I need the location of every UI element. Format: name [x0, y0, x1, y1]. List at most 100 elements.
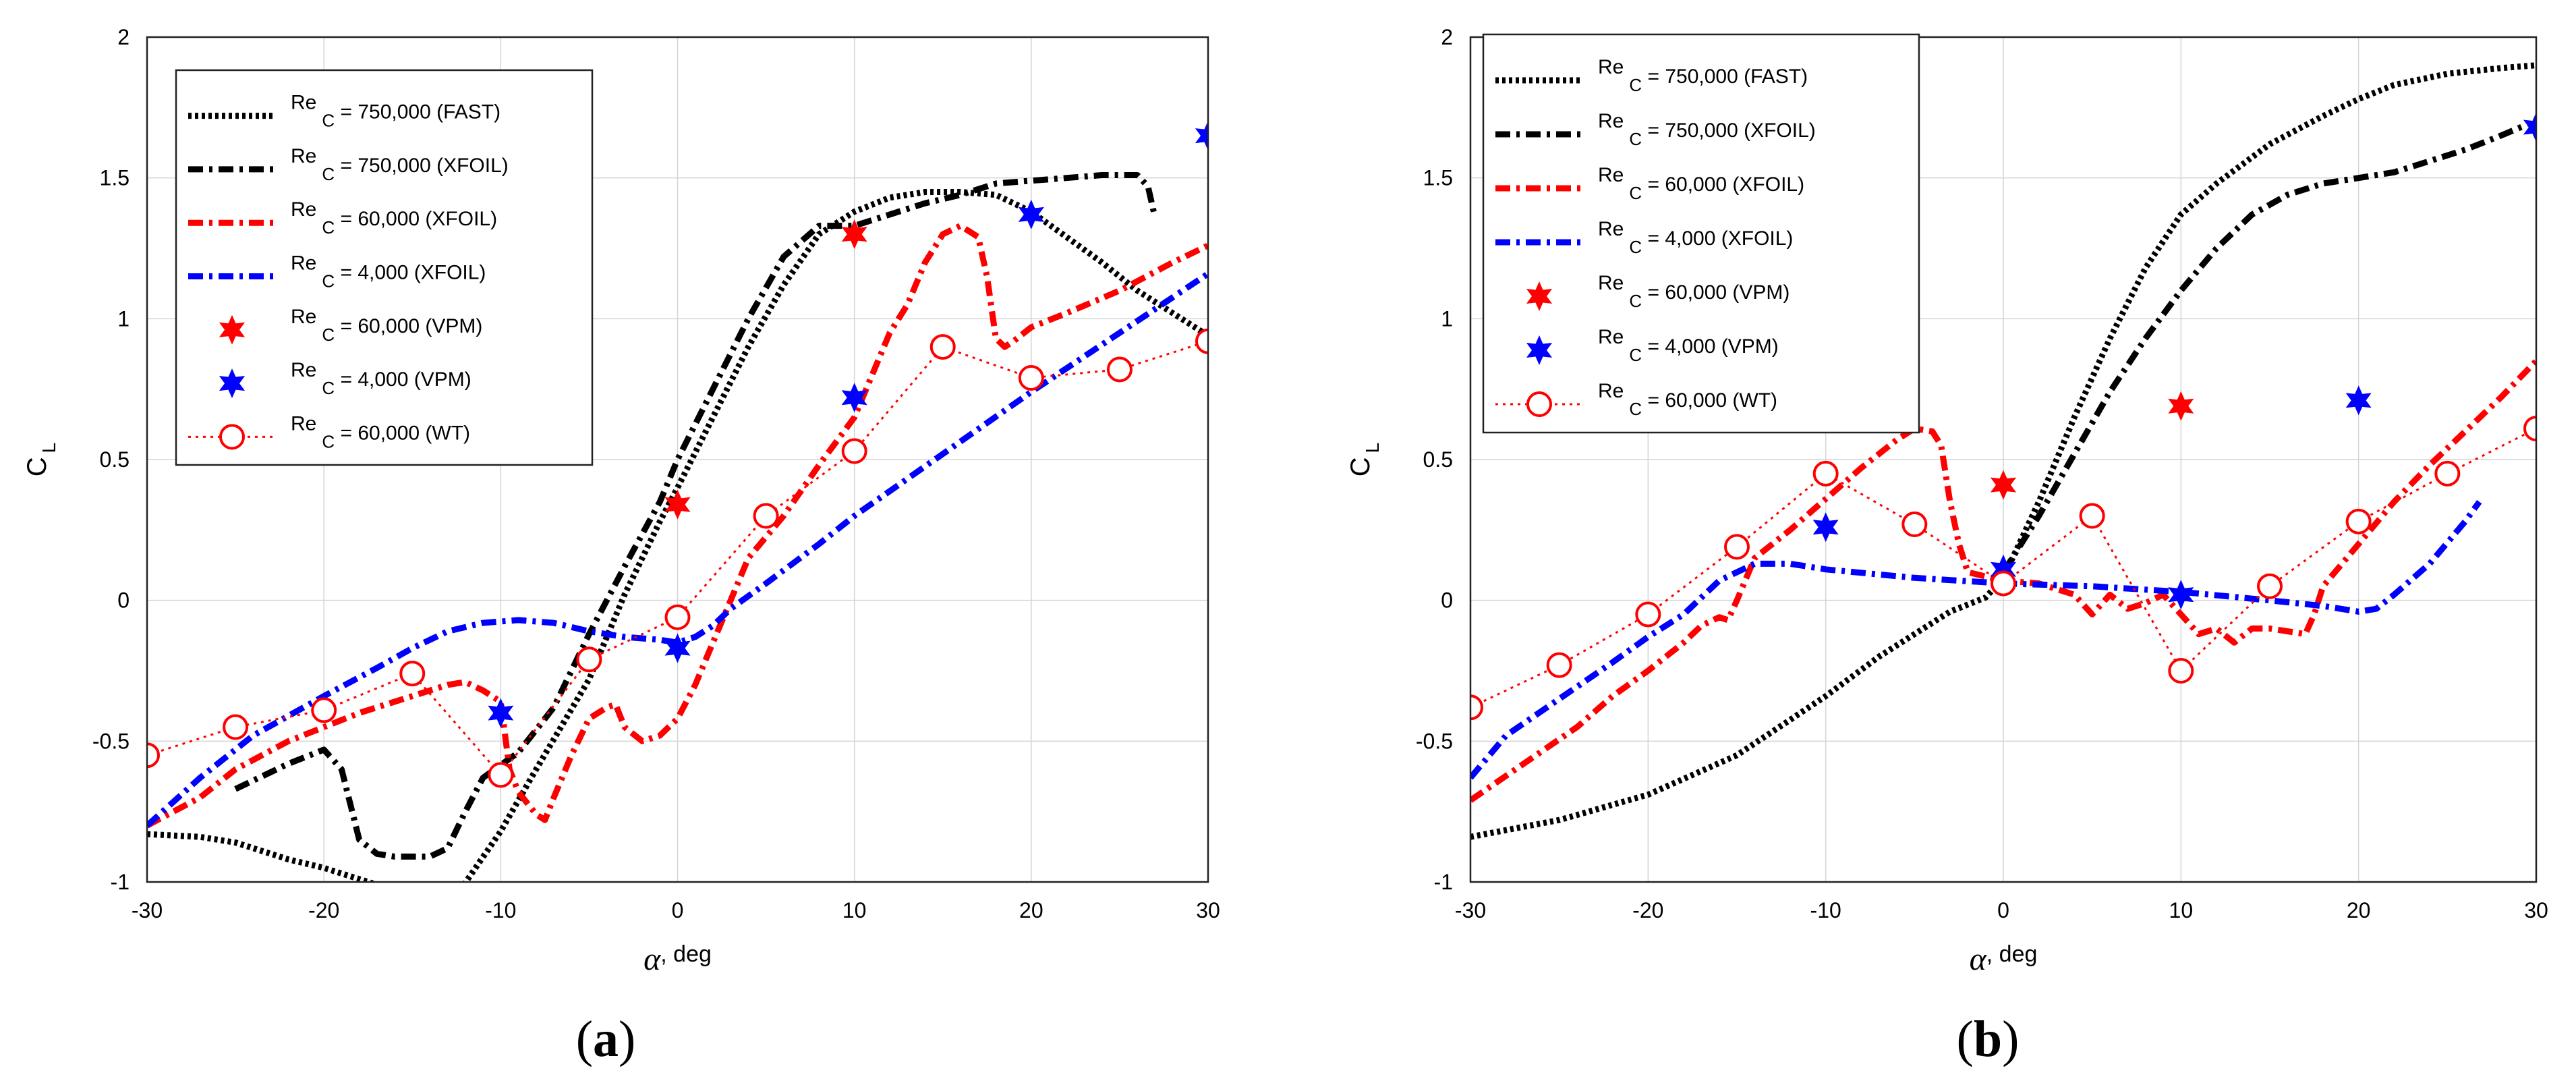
series-line: [2001, 121, 2529, 574]
series-3: [1470, 358, 2536, 803]
series-line: [1470, 62, 2536, 840]
circle-marker: [664, 604, 691, 630]
legend-label-sub: C: [1629, 129, 1642, 149]
legend-label-sub: C: [1629, 291, 1642, 311]
legend-label-rest: = 750,000 (FAST): [335, 101, 500, 123]
legend: Re C = 750,000 (FAST) Re C = 750,000 (XFOIL…: [175, 69, 594, 466]
circle-marker: [1018, 364, 1044, 391]
x-tick-label: 0: [1997, 898, 2009, 922]
series-2: [234, 172, 1158, 860]
legend-label: ReC = 4,000 (XFOIL): [1598, 218, 1793, 257]
star-marker: [1812, 512, 1839, 543]
circle-marker: [841, 438, 867, 464]
legend-label-rest: = 60,000 (WT): [1642, 389, 1777, 412]
x-tick-label: 30: [2524, 898, 2548, 922]
star-marker: [488, 698, 514, 728]
series-1: [1470, 62, 2536, 840]
legend-label-main: Re: [1598, 110, 1624, 132]
series-7: [1470, 416, 2536, 721]
legend-entry: ReC = 60,000 (VPM): [219, 306, 482, 345]
x-tick-label: -30: [1455, 898, 1486, 922]
y-axis-sub: L: [1362, 443, 1383, 453]
circle-marker: [1991, 570, 2016, 597]
x-axis-label: α, deg: [643, 941, 712, 977]
legend-label: ReC = 750,000 (FAST): [1598, 56, 1808, 95]
star-marker: [664, 489, 691, 520]
legend-label-main: Re: [291, 92, 316, 114]
circle-marker: [1470, 694, 1483, 721]
legend-label: ReC = 60,000 (VPM): [1598, 272, 1790, 311]
legend-label-main: Re: [291, 359, 316, 381]
legend-label-sub: C: [1629, 183, 1642, 203]
circle-marker: [399, 661, 426, 687]
x-axis-unit: , deg: [660, 941, 712, 967]
legend-entry: ReC = 60,000 (XFOIL): [188, 198, 497, 238]
circle-marker: [2168, 658, 2194, 684]
legend-box: [175, 69, 594, 466]
legend-label-rest: = 60,000 (WT): [335, 422, 470, 444]
legend-entry: ReC = 60,000 (XFOIL): [1495, 164, 1804, 203]
y-tick-label: 2: [1441, 25, 1453, 49]
y-tick-label: -1: [1434, 870, 1453, 894]
x-tick-label: 30: [1196, 898, 1220, 922]
x-tick-label: 0: [672, 898, 684, 922]
circle-marker: [2523, 416, 2536, 442]
y-tick-label: 1: [117, 306, 130, 331]
circle-marker: [147, 742, 160, 769]
y-tick-label: -1: [111, 870, 130, 894]
series-5: [1990, 391, 2194, 500]
legend-label-sub: C: [322, 378, 335, 398]
legend-entry: Re C = 750,000 (FAST): [188, 92, 500, 131]
x-tick-label: -20: [308, 898, 339, 922]
legend-label: ReC = 4,000 (VPM): [1598, 326, 1779, 365]
legend-entry: Re C = 4,000 (VPM): [219, 359, 471, 399]
legend-entry: ReC = 750,000 (XFOIL): [1495, 110, 1816, 149]
legend-circle: [219, 424, 245, 450]
circle-marker: [1195, 328, 1208, 354]
legend-label-main: Re: [1598, 272, 1624, 294]
data-layer: [147, 121, 1208, 882]
legend-label: ReC = 750,000 (FAST): [291, 92, 500, 131]
series-line: [147, 831, 378, 882]
circle-marker: [223, 714, 249, 740]
legend-entry: ReC = 60,000 (WT): [1495, 380, 1777, 419]
legend-entry: Re C = 60,000 (WT): [188, 412, 470, 451]
y-tick-label: 0: [117, 588, 130, 613]
legend-label-rest: = 4,000 (XFOIL): [1642, 227, 1793, 250]
star-marker: [1990, 554, 2017, 584]
y-tick-label: 1.5: [1423, 166, 1453, 190]
legend-label-sub: C: [322, 271, 335, 292]
legend-label: ReC = 60,000 (VPM): [291, 306, 482, 345]
circle-marker: [1106, 356, 1133, 383]
circle-marker: [1901, 511, 1928, 537]
legend-label-rest: = 60,000 (VPM): [335, 315, 482, 337]
circle-marker: [311, 697, 337, 723]
legend-label-sub: C: [322, 164, 335, 184]
legend-label-sub: C: [1629, 345, 1642, 365]
circle-marker: [1546, 652, 1572, 678]
star-marker: [2345, 385, 2372, 416]
legend-label: Re C = 750,000 (XFOIL): [291, 145, 509, 184]
star-marker: [841, 383, 867, 413]
y-tick-label: -0.5: [1416, 729, 1453, 753]
series-7: [147, 328, 1208, 788]
legend-star: [219, 368, 246, 399]
caption-paren-close: ): [619, 1011, 635, 1068]
panel-caption: (b): [1957, 1011, 2020, 1068]
panel-a: -30 -20 -10 0 10 20 30 -1 -0.5 0 0.5 1 1.5 2 Re C = 750…: [22, 25, 1220, 1068]
star-marker: [2168, 580, 2194, 610]
legend-entry: ReC = 60,000 (VPM): [1526, 272, 1790, 311]
legend-star: [219, 314, 246, 345]
y-tick-label: 1.5: [100, 166, 130, 190]
x-tick-label: -10: [1810, 898, 1841, 922]
legend-label-rest: = 750,000 (XFOIL): [1642, 119, 1816, 142]
legend-entry: ReC = 4,000 (XFOIL): [1495, 218, 1793, 257]
x-tick-label: 10: [842, 898, 867, 922]
legend-star: [1526, 281, 1553, 311]
legend-label-sub: C: [322, 325, 335, 345]
caption-letter: a: [593, 1011, 619, 1068]
legend-label-main: Re: [291, 412, 316, 435]
series-line: [234, 172, 1158, 860]
legend-label: ReC = 60,000 (WT): [1598, 380, 1777, 419]
legend-label-sub: C: [322, 431, 335, 451]
